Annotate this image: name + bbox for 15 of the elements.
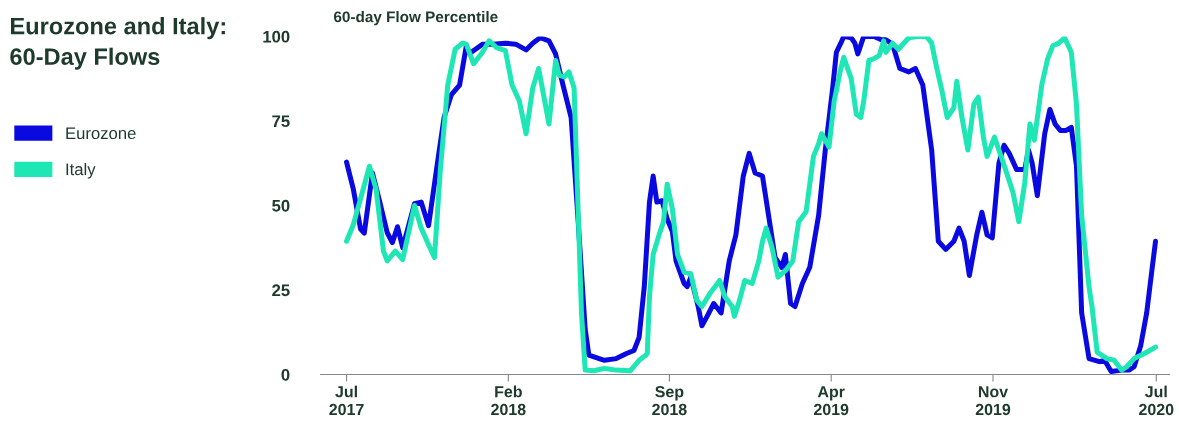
x-tick-label: Feb 2018 bbox=[491, 385, 526, 416]
legend-label: Eurozone bbox=[66, 127, 136, 140]
x-tick-label: Jul 2017 bbox=[329, 385, 364, 416]
y-tick-label: 50 bbox=[272, 199, 290, 212]
x-tick-label: Sep 2018 bbox=[652, 386, 687, 416]
text: Eurozone and Italy: 60-Day Flows bbox=[10, 17, 225, 70]
y-tick-label: 75 bbox=[272, 115, 290, 128]
x-tick-label: Jul 2020 bbox=[1139, 385, 1174, 416]
y-tick-label: 100 bbox=[263, 30, 290, 43]
y-axis-title: 60-day Flow Percentile bbox=[333, 11, 498, 26]
y-tick-label: 25 bbox=[272, 284, 290, 297]
legend-label: Italy bbox=[66, 162, 96, 179]
x-tick-label: Apr 2019 bbox=[813, 386, 849, 416]
x-tick-label: Nov 2019 bbox=[975, 386, 1011, 416]
y-tick-label: 0 bbox=[281, 368, 290, 381]
